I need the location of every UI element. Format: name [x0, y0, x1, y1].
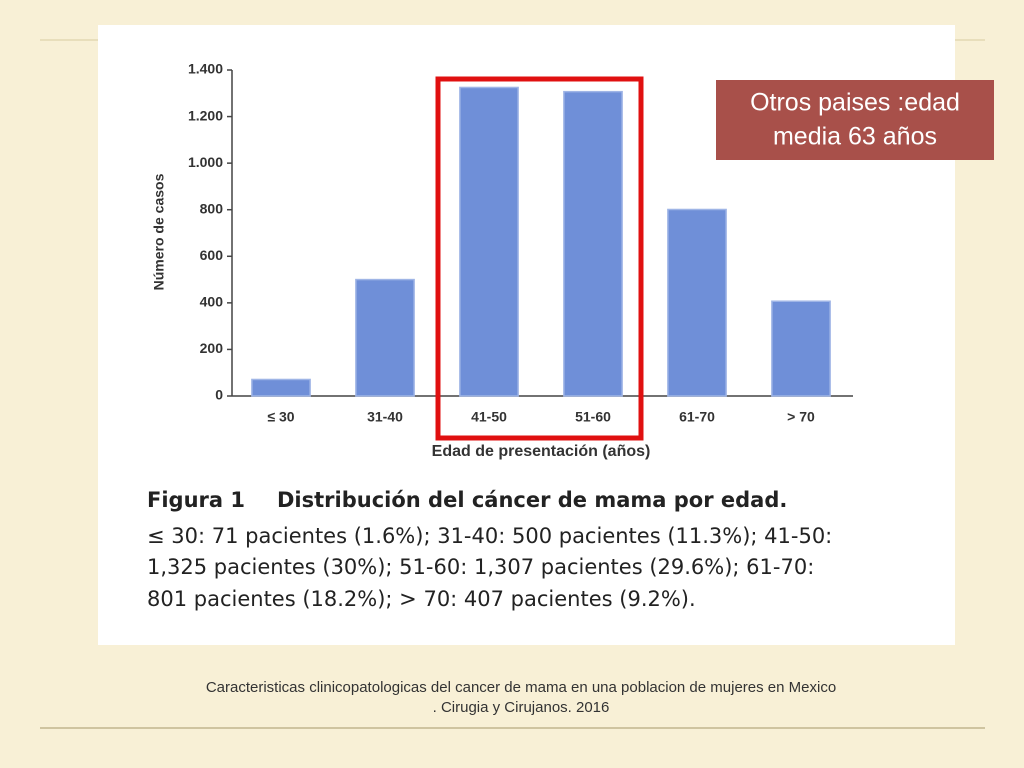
caption-line: ≤ 30: 71 pacientes (1.6%); 31-40: 500 pa…: [147, 524, 832, 548]
caption-label: Figura 1: [147, 488, 245, 512]
x-tick-label: 61-70: [679, 409, 715, 425]
x-axis-label: Edad de presentación (años): [432, 443, 651, 460]
annotation-box: [716, 80, 994, 160]
y-tick-label: 1.000: [188, 154, 223, 170]
bar: [459, 86, 519, 397]
bar: [771, 300, 831, 397]
y-tick-label: 600: [200, 247, 224, 263]
annotation-text: media 63 años: [773, 123, 937, 151]
caption-line: 1,325 pacientes (30%); 51-60: 1,307 paci…: [147, 555, 814, 579]
y-tick-label: 1.400: [188, 61, 223, 77]
y-tick-label: 0: [215, 387, 223, 403]
x-tick-label: > 70: [787, 409, 815, 425]
caption-title: Distribución del cáncer de mama por edad…: [277, 488, 787, 512]
y-axis-label: Número de casos: [151, 173, 167, 290]
x-tick-label: ≤ 30: [267, 409, 294, 425]
source-text: Caracteristicas clinicopatologicas del c…: [206, 679, 836, 696]
y-tick-label: 800: [200, 200, 224, 216]
x-tick-label: 41-50: [471, 409, 507, 425]
highlight-box: [435, 76, 644, 441]
y-tick-label: 400: [200, 294, 224, 310]
y-tick-label: 1.200: [188, 107, 223, 123]
x-tick-label: 31-40: [367, 409, 403, 425]
annotation-text: Otros paises :edad: [750, 89, 960, 117]
x-tick-label: 51-60: [575, 409, 611, 425]
source-text: . Cirugia y Cirujanos. 2016: [433, 699, 610, 716]
bar: [563, 90, 623, 397]
y-tick-label: 200: [200, 340, 224, 356]
bar: [667, 208, 727, 397]
bar: [355, 278, 415, 397]
caption-line: 801 pacientes (18.2%); > 70: 407 pacient…: [147, 587, 696, 611]
chart: Número de casos Edad de presentación (añ…: [151, 61, 853, 460]
bar: [251, 378, 311, 397]
